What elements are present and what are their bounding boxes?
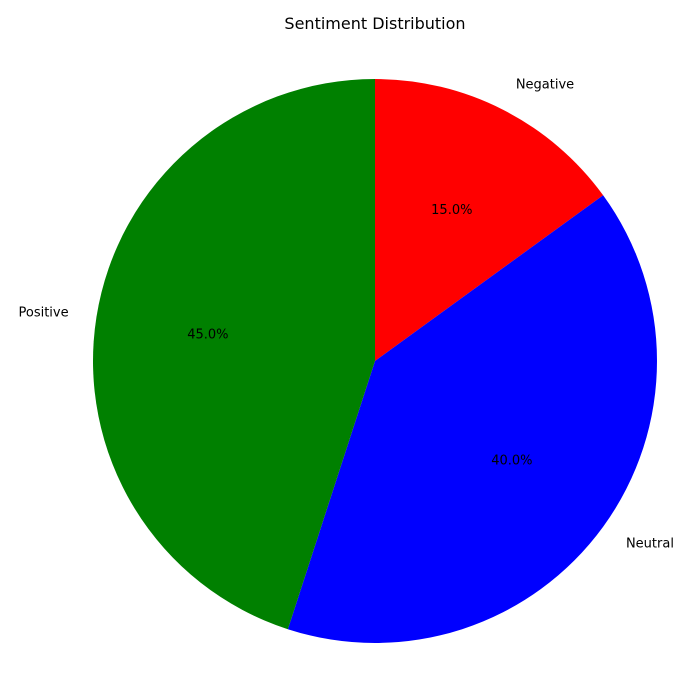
slice-label-neutral: Neutral	[626, 536, 674, 551]
pie-slices	[93, 79, 657, 643]
percent-label-negative: 15.0%	[431, 203, 472, 218]
percent-label-positive: 45.0%	[187, 328, 228, 343]
slice-label-negative: Negative	[516, 78, 574, 93]
pie-slice-negative	[375, 79, 604, 361]
chart-title: Sentiment Distribution	[284, 14, 465, 33]
percent-label-neutral: 40.0%	[491, 453, 532, 468]
pie-slice-neutral	[287, 195, 657, 643]
slice-label-positive: Positive	[18, 305, 68, 320]
pie-slice-positive	[93, 79, 376, 630]
pie-labels: Negative 15.0% Neutral 40.0% Positive 45.0%	[18, 78, 673, 552]
